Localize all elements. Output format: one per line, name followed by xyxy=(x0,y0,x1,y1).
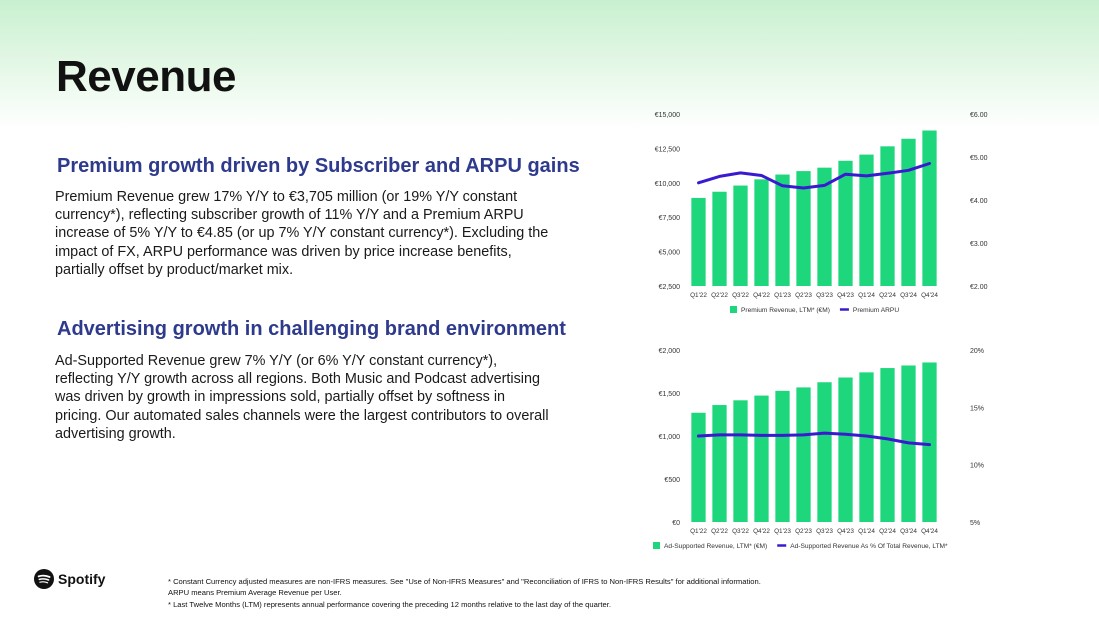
y-axis-tick-label: €1,500 xyxy=(659,391,681,398)
legend-line-label: Ad-Supported Revenue As % Of Total Reven… xyxy=(790,543,948,550)
bar xyxy=(922,362,937,522)
x-axis-tick-label: Q4'24 xyxy=(921,292,938,299)
y2-axis-tick-label: 20% xyxy=(970,348,984,355)
premium-heading: Premium growth driven by Subscriber and … xyxy=(57,155,580,177)
legend-line-label: Premium ARPU xyxy=(853,307,899,314)
x-axis-tick-label: Q4'23 xyxy=(837,528,854,535)
y2-axis-tick-label: €3.00 xyxy=(970,241,988,248)
footnote-arpu: ARPU means Premium Average Revenue per U… xyxy=(168,588,342,598)
x-axis-tick-label: Q3'24 xyxy=(900,292,917,299)
bar xyxy=(817,167,832,286)
bar xyxy=(691,197,706,286)
ad-description: Ad-Supported Revenue grew 7% Y/Y (or 6% … xyxy=(55,353,549,442)
premium-revenue-chart: €2,500 €5,000 €7,500 €10,000 €12,500 €15,000 €… xyxy=(655,112,988,314)
premium-description: Premium Revenue grew 17% Y/Y to €3,705 m… xyxy=(55,189,549,278)
bar xyxy=(859,154,874,286)
legend-bar-label: Premium Revenue, LTM* (€M) xyxy=(741,307,830,314)
bar xyxy=(754,395,769,522)
y-axis-tick-label: €500 xyxy=(664,477,680,484)
y2-axis-tick-label: €5.00 xyxy=(970,155,988,162)
bar xyxy=(733,400,748,522)
bar xyxy=(775,390,790,522)
y-axis-tick-label: €7,500 xyxy=(659,215,681,222)
bar xyxy=(859,372,874,522)
x-axis-tick-label: Q3'22 xyxy=(732,528,749,535)
bar xyxy=(838,377,853,522)
y2-axis-tick-label: 15% xyxy=(970,405,984,412)
bar xyxy=(796,387,811,522)
x-axis-tick-label: Q1'24 xyxy=(858,292,875,299)
footnote-constant-currency: * Constant Currency adjusted measures ar… xyxy=(168,577,761,586)
x-axis-tick-label: Q2'24 xyxy=(879,528,896,535)
y-axis-tick-label: €1,000 xyxy=(659,434,681,441)
x-axis-tick-label: Q1'24 xyxy=(858,528,875,535)
bar xyxy=(880,146,895,286)
page-title: Revenue xyxy=(56,52,236,101)
ad-heading: Advertising growth in challenging brand … xyxy=(57,318,566,340)
legend-bar-swatch xyxy=(730,306,737,313)
y2-axis-tick-label: €4.00 xyxy=(970,198,988,205)
x-axis-tick-label: Q4'23 xyxy=(837,292,854,299)
ad-revenue-chart: €0 €500 €1,000 €1,500 €2,000 5% 10% 15% 20% Q1'22… xyxy=(653,348,984,550)
x-axis-tick-label: Q3'24 xyxy=(900,528,917,535)
footnotes: * Constant Currency adjusted measures ar… xyxy=(168,576,761,610)
bar xyxy=(796,171,811,286)
line-series xyxy=(697,431,931,447)
spotify-icon xyxy=(34,569,54,589)
x-axis-tick-label: Q2'22 xyxy=(711,528,728,535)
x-axis-tick-label: Q1'23 xyxy=(774,528,791,535)
bar xyxy=(838,160,853,286)
y2-axis-tick-label: 5% xyxy=(970,520,980,527)
x-axis-tick-label: Q4'24 xyxy=(921,528,938,535)
x-axis-tick-label: Q4'22 xyxy=(753,528,770,535)
x-axis-tick-label: Q2'23 xyxy=(795,528,812,535)
bar xyxy=(901,138,916,286)
x-axis-tick-label: Q2'24 xyxy=(879,292,896,299)
bar xyxy=(880,368,895,522)
line-series xyxy=(697,162,931,190)
y-axis-tick-label: €12,500 xyxy=(655,146,680,153)
bar xyxy=(922,130,937,286)
x-axis-tick-label: Q1'22 xyxy=(690,528,707,535)
x-axis-tick-label: Q2'22 xyxy=(711,292,728,299)
bar xyxy=(712,191,727,286)
spotify-logo: Spotify xyxy=(34,569,105,589)
y2-axis-tick-label: €6.00 xyxy=(970,112,988,119)
y-axis-tick-label: €2,500 xyxy=(659,284,681,291)
y2-axis-tick-label: €2.00 xyxy=(970,284,988,291)
y2-axis-tick-label: 10% xyxy=(970,463,984,470)
y-axis-tick-label: €15,000 xyxy=(655,112,680,119)
legend-bar-label: Ad-Supported Revenue, LTM* (€M) xyxy=(664,543,767,550)
bar xyxy=(691,412,706,522)
x-axis-tick-label: Q1'23 xyxy=(774,292,791,299)
x-axis-tick-label: Q3'22 xyxy=(732,292,749,299)
x-axis-tick-label: Q1'22 xyxy=(690,292,707,299)
y-axis-tick-label: €0 xyxy=(672,520,680,527)
x-axis-tick-label: Q3'23 xyxy=(816,528,833,535)
x-axis-tick-label: Q4'22 xyxy=(753,292,770,299)
spotify-wordmark: Spotify xyxy=(58,571,106,587)
y-axis-tick-label: €2,000 xyxy=(659,348,681,355)
legend-bar-swatch xyxy=(653,542,660,549)
x-axis-tick-label: Q2'23 xyxy=(795,292,812,299)
bar xyxy=(754,179,769,286)
footnote-ltm: * Last Twelve Months (LTM) represents an… xyxy=(168,599,611,609)
y-axis-tick-label: €5,000 xyxy=(659,250,681,257)
x-axis-tick-label: Q3'23 xyxy=(816,292,833,299)
y-axis-tick-label: €10,000 xyxy=(655,181,680,188)
bar xyxy=(775,174,790,286)
bar xyxy=(817,382,832,522)
bar xyxy=(733,185,748,286)
bar xyxy=(712,405,727,522)
